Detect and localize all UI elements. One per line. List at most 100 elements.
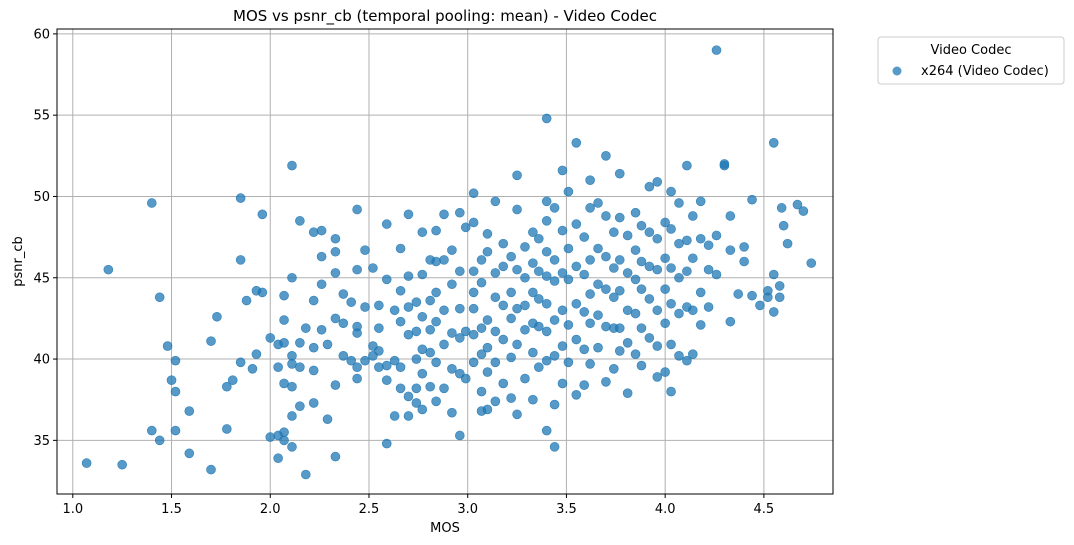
- data-point: [506, 287, 516, 298]
- x-tick-label: 4.0: [655, 502, 676, 517]
- data-point: [381, 219, 392, 229]
- data-point: [512, 409, 522, 420]
- data-point: [601, 211, 611, 221]
- data-point: [447, 407, 457, 418]
- data-point: [455, 207, 465, 218]
- data-point: [593, 342, 603, 353]
- data-point: [222, 381, 232, 392]
- data-point: [622, 388, 633, 398]
- data-point: [498, 300, 509, 311]
- data-point: [614, 323, 625, 333]
- data-point: [411, 398, 422, 408]
- data-point: [411, 297, 422, 307]
- data-point: [170, 425, 181, 436]
- data-point: [695, 320, 706, 330]
- data-point: [636, 256, 647, 267]
- data-point: [227, 375, 238, 385]
- data-point: [512, 204, 522, 215]
- legend-box: [877, 36, 1065, 85]
- data-point: [763, 292, 773, 303]
- x-tick-label: 3.5: [556, 502, 577, 517]
- data-point: [512, 339, 522, 350]
- data-point: [585, 359, 595, 369]
- data-point: [666, 224, 676, 234]
- x-tick-label: 1.5: [161, 502, 182, 517]
- data-point: [520, 373, 530, 384]
- data-point: [395, 362, 406, 372]
- data-point: [490, 357, 501, 368]
- data-point: [579, 307, 590, 317]
- data-point: [389, 411, 400, 421]
- data-point: [682, 160, 692, 171]
- data-point: [579, 344, 590, 355]
- data-point: [235, 357, 246, 368]
- data-point: [644, 294, 655, 304]
- data-point: [455, 303, 465, 314]
- data-point: [308, 342, 319, 353]
- y-tick-label: 45: [33, 271, 50, 286]
- data-point: [417, 404, 428, 415]
- data-point: [557, 225, 568, 236]
- data-point: [719, 159, 730, 169]
- data-point: [506, 352, 516, 363]
- data-point: [381, 375, 392, 385]
- data-point: [425, 347, 435, 358]
- data-point: [300, 469, 311, 480]
- y-tick-label: 40: [33, 353, 50, 368]
- legend-marker: [892, 66, 902, 76]
- data-point: [235, 193, 246, 203]
- data-point: [308, 365, 319, 376]
- data-point: [571, 219, 582, 229]
- data-point: [636, 323, 647, 333]
- data-point: [636, 284, 647, 294]
- data-point: [468, 303, 479, 314]
- data-point: [490, 196, 501, 207]
- data-point: [563, 357, 574, 368]
- data-point: [614, 346, 625, 356]
- data-point: [374, 323, 384, 333]
- data-point: [541, 355, 552, 366]
- data-point: [251, 349, 262, 359]
- data-point: [482, 367, 493, 377]
- data-point: [431, 396, 441, 407]
- data-point: [411, 383, 422, 394]
- data-point: [652, 372, 663, 382]
- data-point: [652, 233, 663, 244]
- data-point: [688, 211, 698, 221]
- data-point: [520, 272, 530, 283]
- data-point: [666, 263, 676, 273]
- data-point: [652, 264, 663, 275]
- data-point: [316, 279, 327, 290]
- data-point: [395, 243, 406, 254]
- data-point: [431, 287, 441, 298]
- data-point: [257, 287, 268, 298]
- chart-title: MOS vs psnr_cb (temporal pooling: mean) …: [233, 7, 657, 26]
- data-point: [782, 238, 793, 249]
- data-point: [338, 351, 349, 361]
- data-point: [381, 438, 392, 449]
- data-point: [146, 425, 157, 436]
- data-point: [711, 269, 722, 280]
- data-point: [468, 287, 479, 298]
- data-point: [549, 203, 560, 213]
- data-point: [541, 113, 552, 124]
- data-point: [652, 305, 663, 316]
- data-point: [630, 207, 641, 218]
- data-point: [563, 274, 574, 285]
- data-point: [563, 186, 574, 197]
- data-point: [609, 364, 619, 374]
- data-point: [725, 316, 736, 327]
- data-point: [439, 383, 449, 394]
- data-point: [468, 217, 479, 228]
- data-point: [330, 233, 341, 244]
- data-point: [674, 198, 684, 208]
- data-point: [666, 186, 676, 197]
- data-point: [601, 321, 611, 332]
- data-point: [447, 279, 457, 290]
- data-point: [368, 263, 378, 273]
- data-point: [528, 258, 538, 268]
- data-point: [403, 391, 414, 402]
- data-point: [468, 357, 479, 368]
- data-point: [520, 242, 530, 252]
- data-point: [549, 255, 560, 265]
